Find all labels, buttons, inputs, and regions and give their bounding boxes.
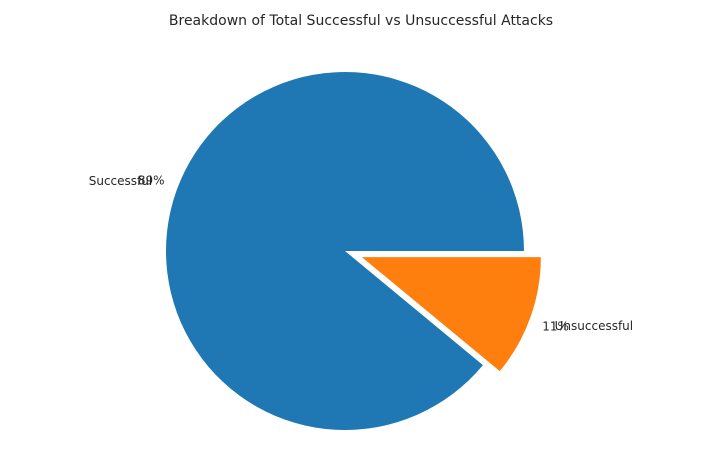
pie-slice-successful [165, 72, 525, 430]
pie-slice-unsuccessful [361, 257, 541, 372]
chart-title: Breakdown of Total Successful vs Unsucce… [169, 13, 553, 29]
slice-pct-successful: 89% [138, 174, 165, 188]
slice-label-unsuccessful: Unsuccessful [555, 319, 634, 333]
slice-pct-unsuccessful: 11% [542, 319, 569, 333]
pie-slices [165, 72, 541, 430]
slice-label-successful: Successful [89, 174, 152, 188]
